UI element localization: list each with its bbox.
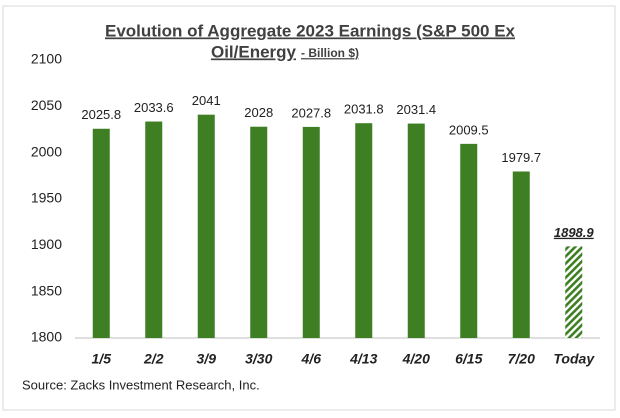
source: Source: Zacks Investment Research, Inc. — [22, 377, 260, 392]
value-label: 2041 — [192, 93, 221, 108]
y-tick-label: 1900 — [31, 236, 62, 252]
x-tick-label: 6/15 — [455, 351, 482, 367]
bar — [565, 246, 583, 338]
value-label: 2009.5 — [449, 122, 489, 137]
x-tick-label: 2/2 — [143, 351, 164, 367]
y-tick-label: 1950 — [31, 190, 62, 206]
frame — [2, 5, 616, 411]
y-tick-label: 1800 — [31, 329, 62, 345]
value-label: 2025.8 — [81, 107, 121, 122]
value-label: 1898.9 — [554, 225, 595, 240]
x-tick-label: 3/30 — [245, 351, 272, 367]
x-tick-label: 4/6 — [301, 351, 322, 367]
y-tick-label: 1850 — [31, 282, 62, 298]
value-label: 2031.8 — [344, 102, 384, 117]
y-tick-label: 2000 — [31, 143, 62, 159]
bar — [145, 121, 163, 338]
bar — [302, 126, 320, 338]
chart-title: Evolution of Aggregate 2023 Earnings (S&… — [105, 21, 516, 40]
chart-title-suffix: - Billion $) — [301, 46, 359, 60]
x-tick-label: 7/20 — [508, 351, 535, 367]
x-tick-label: 1/5 — [92, 351, 112, 367]
value-label: 1979.7 — [501, 150, 541, 165]
chart-title: Oil/Energy — [211, 42, 297, 61]
x-tick-label: Today — [553, 351, 595, 367]
x-tick-label: 4/20 — [402, 351, 430, 367]
bar — [512, 171, 530, 338]
bar — [250, 126, 268, 338]
x-tick-label: 4/13 — [349, 351, 377, 367]
y-tick-label: 2050 — [31, 97, 62, 113]
value-label: 2027.8 — [291, 105, 331, 120]
bar — [92, 128, 110, 338]
x-tick-label: 3/9 — [197, 351, 217, 367]
value-label: 2028 — [244, 105, 273, 120]
bar — [407, 123, 425, 338]
value-label: 2031.4 — [396, 102, 436, 117]
bar — [355, 123, 373, 338]
value-label: 2033.6 — [134, 100, 174, 115]
bar — [197, 114, 215, 338]
y-tick-label: 2100 — [31, 51, 62, 67]
bar — [460, 143, 478, 338]
